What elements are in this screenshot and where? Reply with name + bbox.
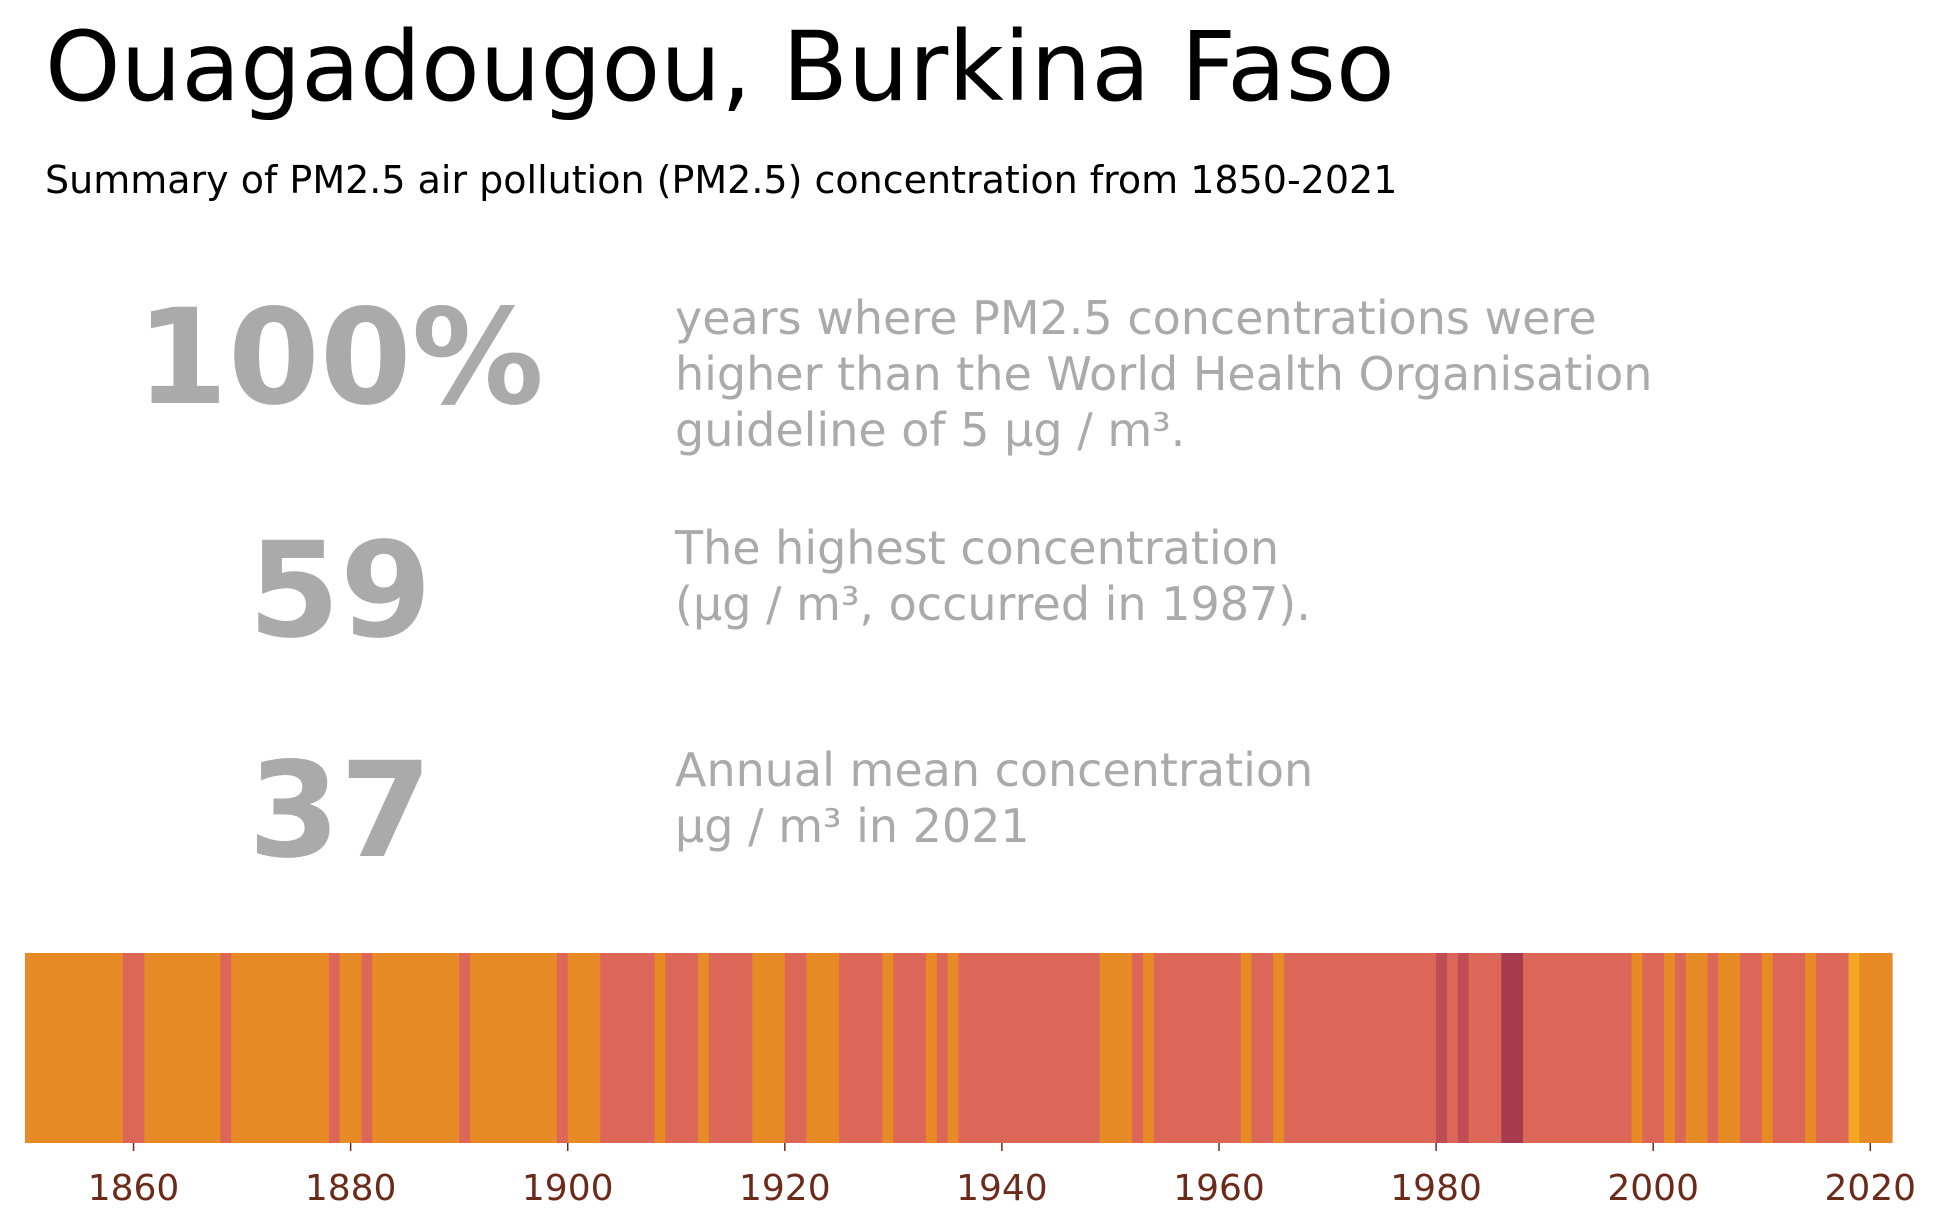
stripe-1952-1953: [1132, 953, 1144, 1143]
stripe-1891-1899: [470, 953, 558, 1143]
stripe-1986-1988: [1501, 953, 1524, 1143]
stat-description-line: years where PM2.5 concentrations were: [675, 291, 1597, 345]
stripe-2003-2005: [1685, 953, 1709, 1143]
stripe-2011-2014: [1772, 953, 1806, 1143]
stripe-1899-1900: [556, 953, 569, 1143]
stripe-1881-1882: [361, 953, 373, 1143]
stripe-1998-1999: [1631, 953, 1643, 1143]
stripe-1981-1982: [1446, 953, 1459, 1143]
stripe-1868-1869: [220, 953, 232, 1143]
stripe-1900-1903: [567, 953, 601, 1143]
stripe-1909-1912: [665, 953, 699, 1143]
stripe-1963-1965: [1251, 953, 1274, 1143]
stripe-1912-1913: [697, 953, 710, 1143]
stat-description-highest-concentration: The highest concentration (µg / m³, occu…: [675, 520, 1311, 632]
stripe-2015-2018: [1816, 953, 1850, 1143]
stripe-1962-1963: [1240, 953, 1253, 1143]
stripe-1850-1859: [25, 953, 124, 1143]
stripe-1934-1935: [936, 953, 949, 1143]
stat-value-annual-mean: 37: [248, 734, 432, 888]
stripe-1954-1962: [1153, 953, 1242, 1143]
x-tick-label: 2000: [1607, 1168, 1699, 1209]
stripe-1982-1983: [1457, 953, 1470, 1143]
stripe-2019-2022: [1859, 953, 1893, 1143]
stripe-1966-1980: [1284, 953, 1437, 1143]
stripe-2018-2019: [1848, 953, 1861, 1143]
stripe-1861-1868: [144, 953, 221, 1143]
stat-value-highest-concentration: 59: [248, 514, 432, 668]
stripe-1953-1954: [1143, 953, 1155, 1143]
stripe-2006-2008: [1718, 953, 1741, 1143]
stat-description-line: (µg / m³, occurred in 1987).: [675, 577, 1311, 631]
stat-description-annual-mean: Annual mean concentration µg / m³ in 202…: [675, 742, 1313, 854]
stripe-1980-1981: [1436, 953, 1448, 1143]
stripe-2010-2011: [1761, 953, 1774, 1143]
stripe-1890-1891: [459, 953, 471, 1143]
stripe-1936-1949: [958, 953, 1101, 1143]
stripe-2001-2002: [1664, 953, 1676, 1143]
x-tick-label: 1980: [1390, 1168, 1482, 1209]
x-tick-label: 1920: [739, 1168, 831, 1209]
stripe-1925-1929: [839, 953, 884, 1143]
stripe-1965-1966: [1273, 953, 1285, 1143]
stripe-1999-2001: [1642, 953, 1665, 1143]
stat-description-line: Annual mean concentration: [675, 743, 1314, 797]
stripe-2008-2010: [1740, 953, 1763, 1143]
stat-description-line: higher than the World Health Organisatio…: [675, 347, 1653, 401]
page-subtitle: Summary of PM2.5 air pollution (PM2.5) c…: [45, 158, 1398, 202]
stripe-1878-1879: [328, 953, 341, 1143]
stripe-2005-2006: [1707, 953, 1719, 1143]
stat-value-percent-years-above-guideline: 100%: [136, 281, 544, 435]
stripe-1859-1861: [122, 953, 145, 1143]
stripe-1933-1934: [925, 953, 938, 1143]
x-tick-label: 2020: [1824, 1168, 1916, 1209]
stripe-1920-1922: [784, 953, 808, 1143]
x-tick-label: 1880: [305, 1168, 397, 1209]
stripe-1988-1998: [1522, 953, 1633, 1143]
stat-description-percent-years: years where PM2.5 concentrations were hi…: [675, 290, 1652, 458]
stripe-1935-1936: [947, 953, 960, 1143]
stripe-1903-1908: [600, 953, 656, 1143]
stripe-1930-1933: [893, 953, 927, 1143]
stripe-1879-1881: [339, 953, 363, 1143]
stat-description-line: guideline of 5 µg / m³.: [675, 403, 1186, 457]
x-tick-label: 1900: [522, 1168, 614, 1209]
x-tick-label: 1860: [88, 1168, 180, 1209]
stripe-2002-2003: [1674, 953, 1687, 1143]
page-title: Ouagadougou, Burkina Faso: [45, 11, 1395, 123]
x-tick-label: 1940: [956, 1168, 1048, 1209]
stripe-1917-1920: [752, 953, 786, 1143]
stripe-1908-1909: [654, 953, 667, 1143]
stripe-1913-1917: [708, 953, 753, 1143]
stat-description-line: µg / m³ in 2021: [675, 799, 1030, 853]
stat-description-line: The highest concentration: [675, 521, 1279, 575]
x-tick-label: 1960: [1173, 1168, 1265, 1209]
stripe-1882-1890: [372, 953, 460, 1143]
stripe-1949-1952: [1099, 953, 1133, 1143]
stripe-1869-1878: [231, 953, 330, 1143]
stripe-1929-1930: [882, 953, 894, 1143]
stripe-1922-1925: [806, 953, 840, 1143]
stripe-1983-1986: [1468, 953, 1502, 1143]
stripe-2014-2015: [1805, 953, 1817, 1143]
